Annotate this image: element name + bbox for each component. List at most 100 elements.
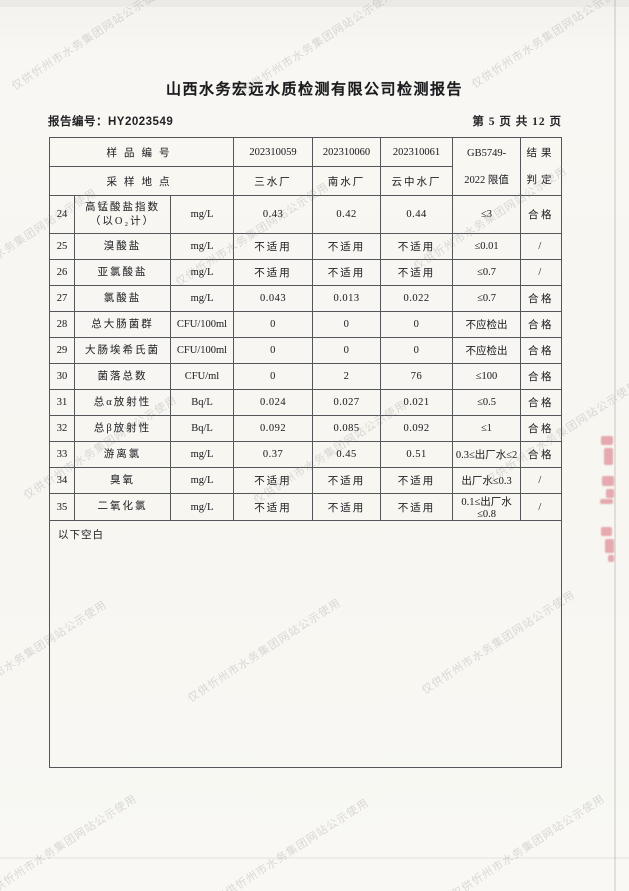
param-name: 总β放射性 xyxy=(74,415,171,442)
limit-cell: 出厂水≤0.3 xyxy=(452,467,522,494)
red-stamp-fragment xyxy=(608,555,614,562)
value-cell: 不适用 xyxy=(233,493,314,521)
table-row: 35 二氧化氯 mg/L 不适用 不适用 不适用 0.1≤出厂水≤0.8 / xyxy=(49,493,563,521)
limit-cell: 不应检出 xyxy=(452,337,522,364)
row-number: 34 xyxy=(49,467,75,494)
value-cell: 0.092 xyxy=(233,415,314,442)
row-number: 24 xyxy=(49,195,75,234)
value-cell: 0 xyxy=(233,337,314,364)
red-stamp-fragment xyxy=(605,539,614,553)
result-header-line1: 结果 xyxy=(526,147,556,159)
result-cell: 合格 xyxy=(520,337,563,364)
param-name: 大肠埃希氏菌 xyxy=(74,337,171,364)
limit-cell: ≤0.7 xyxy=(452,285,522,312)
row-number: 29 xyxy=(49,337,75,364)
unit-cell: Bq/L xyxy=(169,389,235,416)
value-cell: 不适用 xyxy=(233,233,314,260)
row-number: 33 xyxy=(49,441,75,468)
results-table: 样品编号 202310059 202310060 202310061 GB574… xyxy=(48,137,563,768)
value-cell: 0 xyxy=(312,337,382,364)
table-row: 30 菌落总数 CFU/ml 0 2 76 ≤100 合格 xyxy=(49,363,563,390)
value-cell: 0.043 xyxy=(233,285,314,312)
value-cell: 不适用 xyxy=(312,233,382,260)
sample-id: 202310060 xyxy=(312,137,382,167)
value-cell: 不适用 xyxy=(312,259,382,286)
unit-cell: mg/L xyxy=(169,259,235,286)
table-row: 34 臭氧 mg/L 不适用 不适用 不适用 出厂水≤0.3 / xyxy=(49,467,563,494)
blank-row: 以下空白 xyxy=(48,520,563,768)
red-stamp-fragment xyxy=(606,489,614,498)
watermark-text: 仅供忻州市水务集团网站公示使用 xyxy=(0,792,140,891)
value-cell: 0.43 xyxy=(233,195,314,234)
table-row: 27 氯酸盐 mg/L 0.043 0.013 0.022 ≤0.7 合格 xyxy=(49,285,563,312)
table-row: 32 总β放射性 Bq/L 0.092 0.085 0.092 ≤1 合格 xyxy=(49,415,563,442)
unit-cell: mg/L xyxy=(169,493,235,521)
limit-header: GB5749- 2022 限值 xyxy=(452,137,522,196)
param-name: 游离氯 xyxy=(74,441,171,468)
row-number: 35 xyxy=(49,493,75,521)
value-cell: 不适用 xyxy=(380,493,454,521)
value-cell: 不适用 xyxy=(312,493,382,521)
param-name: 总大肠菌群 xyxy=(74,311,171,338)
result-cell: 合格 xyxy=(520,415,563,442)
value-cell: 0.021 xyxy=(380,389,454,416)
limit-cell: ≤0.5 xyxy=(452,389,522,416)
value-cell: 0.022 xyxy=(380,285,454,312)
value-cell: 0 xyxy=(312,311,382,338)
limit-cell: ≤1 xyxy=(452,415,522,442)
param-name-line2: （以O₂计） xyxy=(89,215,156,227)
limit-cell: ≤0.01 xyxy=(452,233,522,260)
limit-header-line2: 2022 限值 xyxy=(464,174,509,186)
result-cell: / xyxy=(520,493,563,521)
table-row: 31 总α放射性 Bq/L 0.024 0.027 0.021 ≤0.5 合格 xyxy=(49,389,563,416)
unit-cell: CFU/100ml xyxy=(169,311,235,338)
page-title: 山西水务宏远水质检测有限公司检测报告 xyxy=(165,81,463,98)
row-number: 27 xyxy=(49,285,75,312)
result-cell: / xyxy=(520,259,563,286)
param-name-line1: 高锰酸盐指数 xyxy=(85,202,160,213)
table-row: 24 高锰酸盐指数 （以O₂计） mg/L 0.43 0.42 0.44 ≤3 … xyxy=(49,195,563,234)
limit-cell: 0.3≤出厂水≤2 xyxy=(452,441,522,468)
page-indicator: 第 5 页 共 12 页 xyxy=(472,116,562,128)
unit-cell: mg/L xyxy=(169,441,235,468)
result-cell: 合格 xyxy=(520,285,563,312)
value-cell: 0.42 xyxy=(312,195,382,234)
param-name: 二氧化氯 xyxy=(74,493,171,521)
value-cell: 不适用 xyxy=(380,259,454,286)
limit-cell: ≤100 xyxy=(452,363,522,390)
watermark-text: 仅供忻州市水务集团网站公示使用 xyxy=(449,792,608,891)
value-cell: 0.37 xyxy=(233,441,314,468)
result-cell: 合格 xyxy=(520,441,563,468)
table-row: 28 总大肠菌群 CFU/100ml 0 0 0 不应检出 合格 xyxy=(49,311,563,338)
sample-id: 202310061 xyxy=(380,137,454,167)
unit-cell: mg/L xyxy=(169,233,235,260)
unit-cell: CFU/100ml xyxy=(169,337,235,364)
param-name: 高锰酸盐指数 （以O₂计） xyxy=(74,195,171,234)
limit-cell: ≤0.7 xyxy=(452,259,522,286)
row-number: 30 xyxy=(49,363,75,390)
sample-id: 202310059 xyxy=(233,137,314,167)
red-stamp-fragment xyxy=(604,448,613,465)
result-header-line2: 判定 xyxy=(526,174,556,186)
result-cell: 合格 xyxy=(520,389,563,416)
value-cell: 0.027 xyxy=(312,389,382,416)
value-cell: 76 xyxy=(380,363,454,390)
unit-cell: CFU/ml xyxy=(169,363,235,390)
limit-cell: 不应检出 xyxy=(452,311,522,338)
result-header: 结果 判定 xyxy=(520,137,563,196)
scan-shadow-band xyxy=(0,857,629,859)
value-cell: 0 xyxy=(380,311,454,338)
param-name: 总α放射性 xyxy=(74,389,171,416)
site-name: 云中水厂 xyxy=(380,166,454,196)
header-row-sample-id: 样品编号 202310059 202310060 202310061 GB574… xyxy=(48,137,563,196)
param-name: 亚氯酸盐 xyxy=(74,259,171,286)
param-name: 菌落总数 xyxy=(74,363,171,390)
red-stamp-fragment xyxy=(601,436,613,445)
red-stamp-fragment xyxy=(600,499,613,504)
report-meta: 报告编号：HY2023549 第 5 页 共 12 页 xyxy=(48,113,562,129)
row-number: 31 xyxy=(49,389,75,416)
value-cell: 2 xyxy=(312,363,382,390)
value-cell: 0 xyxy=(233,363,314,390)
table-row: 29 大肠埃希氏菌 CFU/100ml 0 0 0 不应检出 合格 xyxy=(49,337,563,364)
